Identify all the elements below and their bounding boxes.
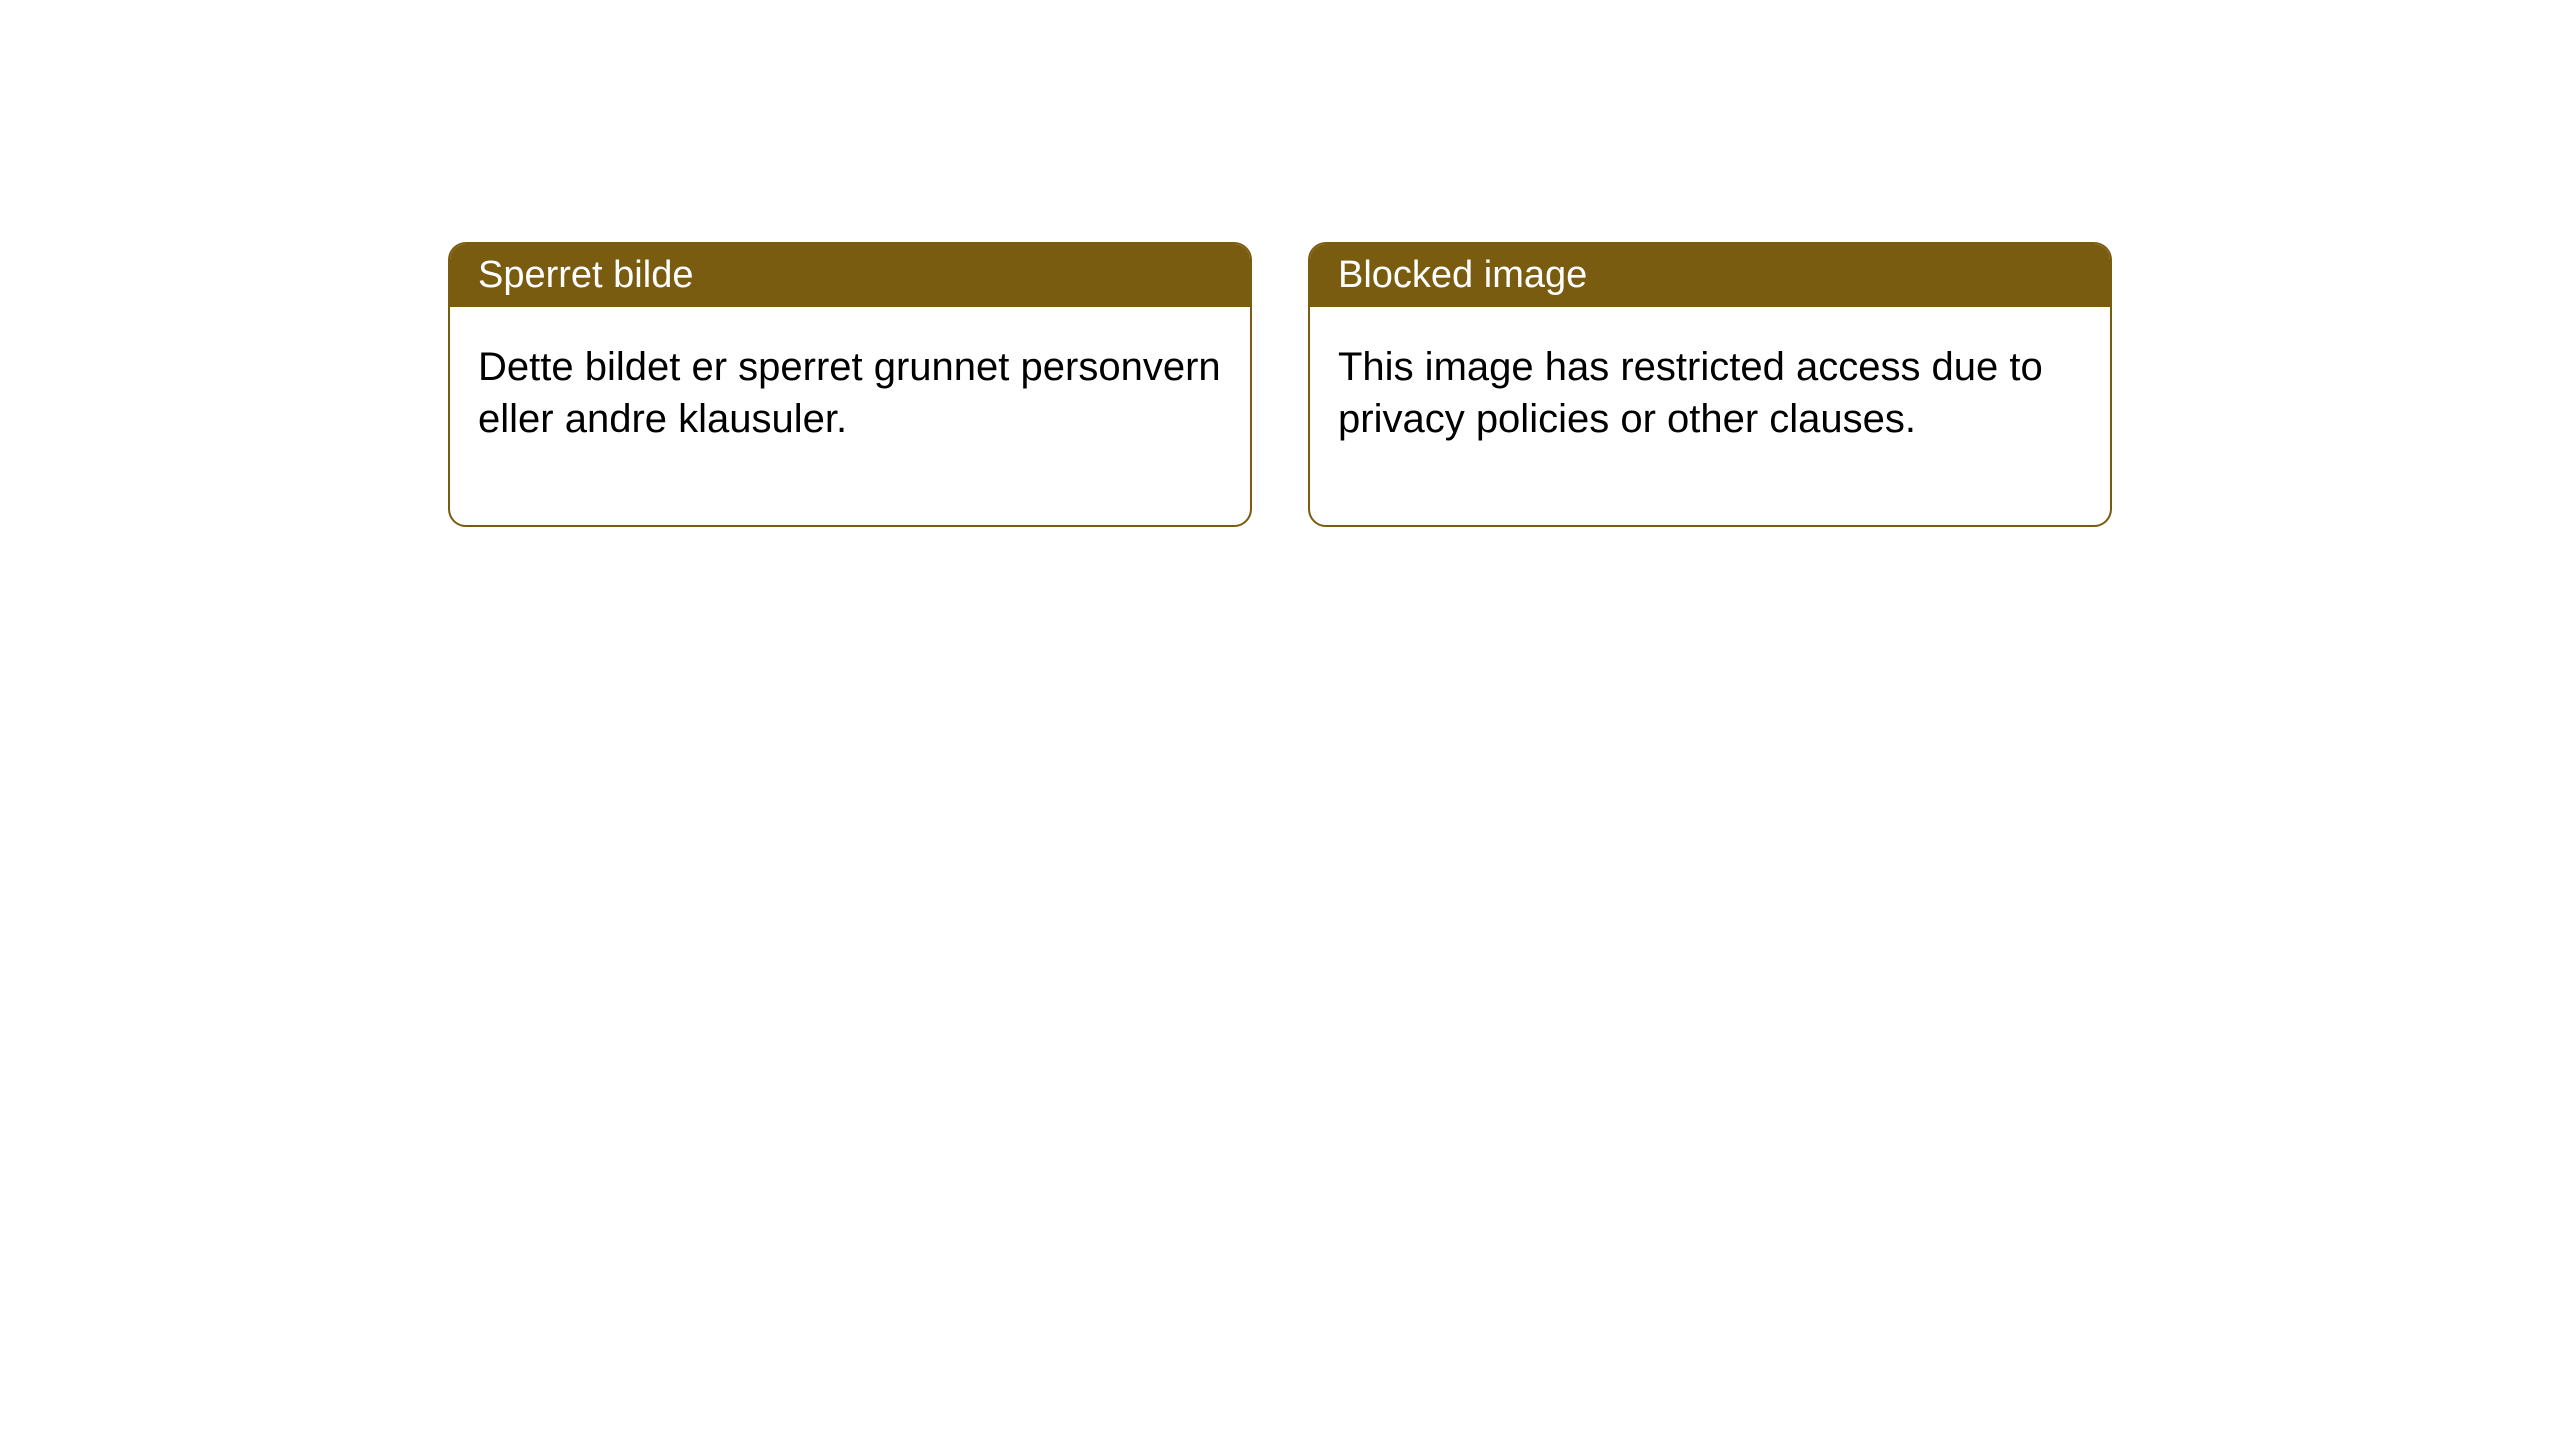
card-title-norwegian: Sperret bilde: [478, 254, 693, 296]
card-text-english: This image has restricted access due to …: [1338, 345, 2043, 441]
card-header-english: Blocked image: [1310, 244, 2110, 307]
card-norwegian: Sperret bilde Dette bildet er sperret gr…: [448, 242, 1252, 527]
card-text-norwegian: Dette bildet er sperret grunnet personve…: [478, 345, 1221, 441]
card-english: Blocked image This image has restricted …: [1308, 242, 2112, 527]
card-header-norwegian: Sperret bilde: [450, 244, 1250, 307]
card-body-english: This image has restricted access due to …: [1310, 307, 2110, 525]
card-title-english: Blocked image: [1338, 254, 1587, 296]
cards-container: Sperret bilde Dette bildet er sperret gr…: [448, 242, 2112, 527]
card-body-norwegian: Dette bildet er sperret grunnet personve…: [450, 307, 1250, 525]
